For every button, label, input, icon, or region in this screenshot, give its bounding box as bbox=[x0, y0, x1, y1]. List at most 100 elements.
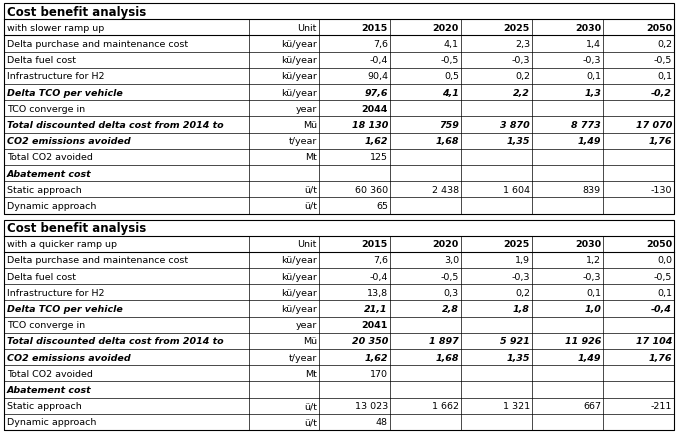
Text: TCO converge in: TCO converge in bbox=[7, 105, 85, 113]
Text: 60 360: 60 360 bbox=[355, 185, 388, 194]
Text: 5 921: 5 921 bbox=[500, 337, 530, 345]
Text: 65: 65 bbox=[376, 201, 388, 210]
Text: 2015: 2015 bbox=[361, 240, 388, 249]
Text: 1,76: 1,76 bbox=[648, 353, 672, 362]
Text: -0,3: -0,3 bbox=[582, 56, 601, 65]
Text: 759: 759 bbox=[439, 121, 459, 130]
Text: Cost benefit analysis: Cost benefit analysis bbox=[7, 222, 146, 234]
Text: 1 662: 1 662 bbox=[432, 401, 459, 410]
Text: -0,2: -0,2 bbox=[651, 89, 672, 97]
Text: 2,2: 2,2 bbox=[513, 89, 530, 97]
Text: Delta TCO per vehicle: Delta TCO per vehicle bbox=[7, 304, 123, 313]
Text: Total CO2 avoided: Total CO2 avoided bbox=[7, 369, 93, 378]
Text: ü/t: ü/t bbox=[304, 401, 317, 410]
Text: 1,0: 1,0 bbox=[584, 304, 601, 313]
Text: 1,35: 1,35 bbox=[506, 137, 530, 146]
Text: 0,0: 0,0 bbox=[657, 256, 672, 265]
Text: 2050: 2050 bbox=[646, 24, 672, 33]
Text: 2020: 2020 bbox=[433, 240, 459, 249]
Text: 1,4: 1,4 bbox=[586, 40, 601, 49]
Text: 1,8: 1,8 bbox=[513, 304, 530, 313]
Text: Mü: Mü bbox=[303, 337, 317, 345]
Text: t/year: t/year bbox=[289, 137, 317, 146]
Text: CO2 emissions avoided: CO2 emissions avoided bbox=[7, 353, 131, 362]
Text: Delta fuel cost: Delta fuel cost bbox=[7, 56, 76, 65]
Text: 2,8: 2,8 bbox=[442, 304, 459, 313]
Text: 1,68: 1,68 bbox=[435, 137, 459, 146]
Text: 13,8: 13,8 bbox=[367, 288, 388, 297]
Text: Delta TCO per vehicle: Delta TCO per vehicle bbox=[7, 89, 123, 97]
Text: 0,2: 0,2 bbox=[515, 72, 530, 81]
Text: Mü: Mü bbox=[303, 121, 317, 130]
Text: Static approach: Static approach bbox=[7, 401, 82, 410]
Text: 3,0: 3,0 bbox=[444, 256, 459, 265]
Text: Mt: Mt bbox=[305, 153, 317, 162]
Text: -0,4: -0,4 bbox=[651, 304, 672, 313]
Text: Total discounted delta cost from 2014 to: Total discounted delta cost from 2014 to bbox=[7, 121, 224, 130]
Text: Delta purchase and maintenance cost: Delta purchase and maintenance cost bbox=[7, 40, 188, 49]
Text: -0,3: -0,3 bbox=[511, 56, 530, 65]
Text: 0,2: 0,2 bbox=[657, 40, 672, 49]
Text: Infrastructure for H2: Infrastructure for H2 bbox=[7, 72, 104, 81]
Text: 1,9: 1,9 bbox=[515, 256, 530, 265]
Text: kü/year: kü/year bbox=[281, 272, 317, 281]
Text: 18 130: 18 130 bbox=[352, 121, 388, 130]
Text: 667: 667 bbox=[583, 401, 601, 410]
Text: 1,62: 1,62 bbox=[364, 353, 388, 362]
Text: Delta purchase and maintenance cost: Delta purchase and maintenance cost bbox=[7, 256, 188, 265]
Text: -0,4: -0,4 bbox=[370, 272, 388, 281]
Text: 20 350: 20 350 bbox=[352, 337, 388, 345]
Bar bbox=[4, 220, 674, 430]
Text: 1,68: 1,68 bbox=[435, 353, 459, 362]
Text: year: year bbox=[296, 321, 317, 329]
Text: 1 604: 1 604 bbox=[503, 185, 530, 194]
Text: 0,1: 0,1 bbox=[586, 288, 601, 297]
Text: -0,5: -0,5 bbox=[654, 272, 672, 281]
Text: kü/year: kü/year bbox=[281, 256, 317, 265]
Text: -211: -211 bbox=[651, 401, 672, 410]
Text: -130: -130 bbox=[650, 185, 672, 194]
Text: kü/year: kü/year bbox=[281, 288, 317, 297]
Text: 7,6: 7,6 bbox=[373, 256, 388, 265]
Text: with slower ramp up: with slower ramp up bbox=[7, 24, 104, 33]
Text: year: year bbox=[296, 105, 317, 113]
Text: Static approach: Static approach bbox=[7, 185, 82, 194]
Text: 2,3: 2,3 bbox=[515, 40, 530, 49]
Text: 0,1: 0,1 bbox=[586, 72, 601, 81]
Text: 1,49: 1,49 bbox=[578, 353, 601, 362]
Text: 0,1: 0,1 bbox=[657, 72, 672, 81]
Text: 2 438: 2 438 bbox=[432, 185, 459, 194]
Text: kü/year: kü/year bbox=[281, 40, 317, 49]
Text: Total CO2 avoided: Total CO2 avoided bbox=[7, 153, 93, 162]
Text: 1,49: 1,49 bbox=[578, 137, 601, 146]
Text: 2020: 2020 bbox=[433, 24, 459, 33]
Text: Unit: Unit bbox=[298, 24, 317, 33]
Text: Mt: Mt bbox=[305, 369, 317, 378]
Text: 1,2: 1,2 bbox=[586, 256, 601, 265]
Text: Infrastructure for H2: Infrastructure for H2 bbox=[7, 288, 104, 297]
Text: 839: 839 bbox=[583, 185, 601, 194]
Text: 21,1: 21,1 bbox=[364, 304, 388, 313]
Text: t/year: t/year bbox=[289, 353, 317, 362]
Text: with a quicker ramp up: with a quicker ramp up bbox=[7, 240, 117, 249]
Text: 97,6: 97,6 bbox=[364, 89, 388, 97]
Text: Dynamic approach: Dynamic approach bbox=[7, 201, 96, 210]
Text: 0,3: 0,3 bbox=[444, 288, 459, 297]
Text: -0,4: -0,4 bbox=[370, 56, 388, 65]
Text: 11 926: 11 926 bbox=[565, 337, 601, 345]
Text: 8 773: 8 773 bbox=[572, 121, 601, 130]
Text: kü/year: kü/year bbox=[281, 89, 317, 97]
Text: Cost benefit analysis: Cost benefit analysis bbox=[7, 6, 146, 19]
Text: 2025: 2025 bbox=[504, 24, 530, 33]
Text: 2015: 2015 bbox=[361, 24, 388, 33]
Text: 17 070: 17 070 bbox=[635, 121, 672, 130]
Text: kü/year: kü/year bbox=[281, 72, 317, 81]
Text: 48: 48 bbox=[376, 418, 388, 427]
Text: -0,3: -0,3 bbox=[582, 272, 601, 281]
Text: Abatement cost: Abatement cost bbox=[7, 385, 92, 394]
Text: 13 023: 13 023 bbox=[355, 401, 388, 410]
Text: 4,1: 4,1 bbox=[442, 89, 459, 97]
Text: 170: 170 bbox=[370, 369, 388, 378]
Text: 2030: 2030 bbox=[575, 240, 601, 249]
Text: 0,1: 0,1 bbox=[657, 288, 672, 297]
